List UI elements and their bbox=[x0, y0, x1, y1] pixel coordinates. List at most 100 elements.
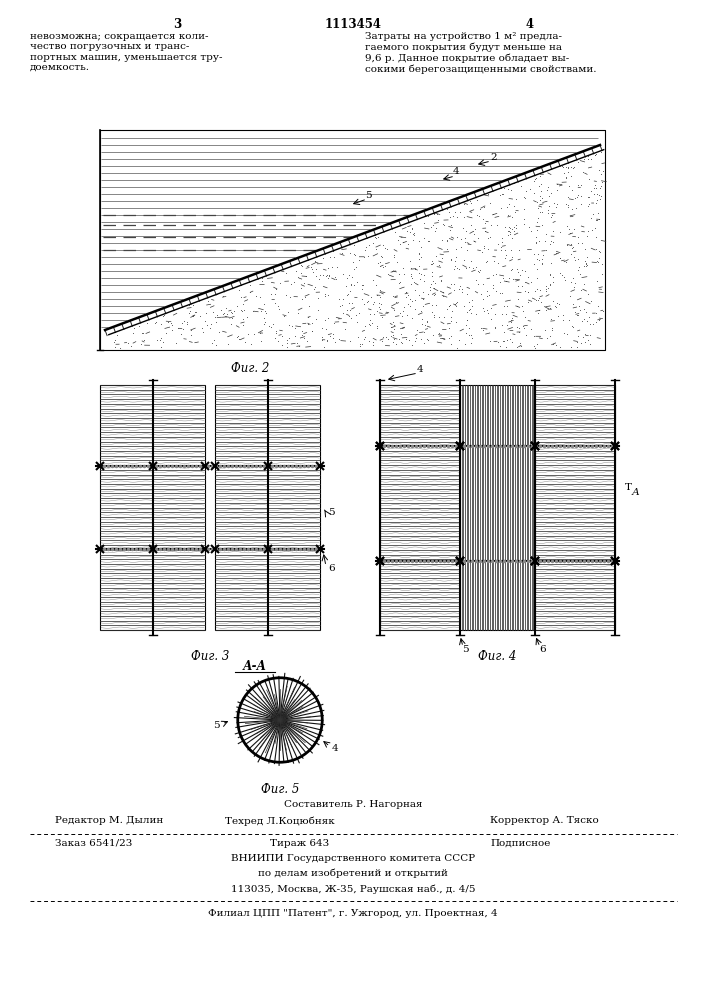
Point bbox=[399, 266, 410, 282]
Point bbox=[460, 230, 471, 246]
Bar bbox=[380, 385, 460, 630]
Point bbox=[488, 277, 499, 293]
Point bbox=[574, 266, 585, 282]
Point bbox=[567, 182, 578, 198]
Point bbox=[109, 339, 120, 355]
Point bbox=[561, 169, 572, 185]
Point bbox=[537, 247, 549, 263]
Point bbox=[226, 310, 238, 326]
Point bbox=[573, 298, 584, 314]
Point bbox=[416, 303, 427, 319]
Point bbox=[457, 220, 469, 236]
Point bbox=[274, 275, 286, 291]
Point bbox=[516, 278, 527, 294]
Point bbox=[431, 248, 442, 264]
Point bbox=[507, 310, 518, 326]
Point bbox=[387, 288, 399, 304]
Point bbox=[386, 263, 397, 279]
Point bbox=[530, 292, 542, 308]
Point bbox=[522, 269, 534, 285]
Point bbox=[370, 229, 381, 245]
Point bbox=[561, 218, 573, 234]
Point bbox=[241, 309, 252, 325]
Point bbox=[481, 283, 493, 299]
Point bbox=[108, 334, 119, 350]
Point bbox=[450, 253, 461, 269]
Point bbox=[570, 252, 581, 268]
Point bbox=[484, 333, 496, 349]
Text: Фиг. 2: Фиг. 2 bbox=[230, 362, 269, 375]
Point bbox=[337, 245, 348, 261]
Point bbox=[349, 277, 360, 293]
Point bbox=[320, 312, 331, 328]
Point bbox=[496, 306, 508, 322]
Point bbox=[163, 314, 174, 330]
Point bbox=[571, 189, 583, 205]
Point bbox=[433, 309, 444, 325]
Point bbox=[426, 276, 437, 292]
Point bbox=[513, 291, 524, 307]
Point bbox=[513, 242, 525, 258]
Point bbox=[239, 334, 250, 350]
Point bbox=[313, 271, 325, 287]
Point bbox=[472, 192, 483, 208]
Point bbox=[466, 327, 477, 343]
Point bbox=[367, 334, 378, 350]
Point bbox=[324, 268, 335, 284]
Point bbox=[583, 189, 594, 205]
Point bbox=[367, 235, 378, 251]
Point bbox=[292, 305, 303, 321]
Point bbox=[582, 148, 593, 164]
Text: 5: 5 bbox=[365, 190, 372, 200]
Point bbox=[549, 298, 561, 314]
Point bbox=[394, 274, 405, 290]
Point bbox=[471, 272, 482, 288]
Point bbox=[530, 340, 541, 356]
Point bbox=[542, 205, 554, 221]
Point bbox=[466, 298, 477, 314]
Point bbox=[464, 302, 475, 318]
Point bbox=[495, 200, 506, 216]
Point bbox=[299, 289, 310, 305]
Point bbox=[380, 240, 391, 256]
Point bbox=[359, 318, 370, 334]
Point bbox=[493, 334, 504, 350]
Point bbox=[380, 258, 391, 274]
Point bbox=[235, 302, 246, 318]
Point bbox=[402, 236, 414, 252]
Point bbox=[400, 289, 411, 305]
Point bbox=[128, 320, 139, 336]
Point bbox=[457, 281, 468, 297]
Point bbox=[433, 257, 444, 273]
Point bbox=[520, 274, 531, 290]
Point bbox=[566, 246, 577, 262]
Point bbox=[376, 296, 387, 312]
Point bbox=[450, 295, 462, 311]
Point bbox=[465, 305, 477, 321]
Point bbox=[485, 229, 496, 245]
Point bbox=[199, 313, 211, 329]
Text: ВНИИПИ Государственного комитета СССР: ВНИИПИ Государственного комитета СССР bbox=[231, 854, 475, 863]
Point bbox=[281, 332, 293, 348]
Point bbox=[544, 328, 556, 344]
Point bbox=[464, 301, 475, 317]
Point bbox=[547, 322, 558, 338]
Point bbox=[591, 192, 602, 208]
Point bbox=[578, 258, 590, 274]
Point bbox=[567, 160, 578, 176]
Point bbox=[406, 270, 417, 286]
Point bbox=[356, 277, 367, 293]
Point bbox=[471, 207, 482, 223]
Point bbox=[296, 257, 307, 273]
Point bbox=[501, 332, 513, 348]
Point bbox=[460, 325, 472, 341]
Point bbox=[591, 195, 602, 211]
Point bbox=[572, 328, 583, 344]
Point bbox=[550, 337, 561, 353]
Point bbox=[531, 170, 542, 186]
Point bbox=[317, 329, 328, 345]
Point bbox=[218, 305, 230, 321]
Point bbox=[543, 188, 554, 204]
Point bbox=[512, 261, 523, 277]
Point bbox=[544, 267, 556, 283]
